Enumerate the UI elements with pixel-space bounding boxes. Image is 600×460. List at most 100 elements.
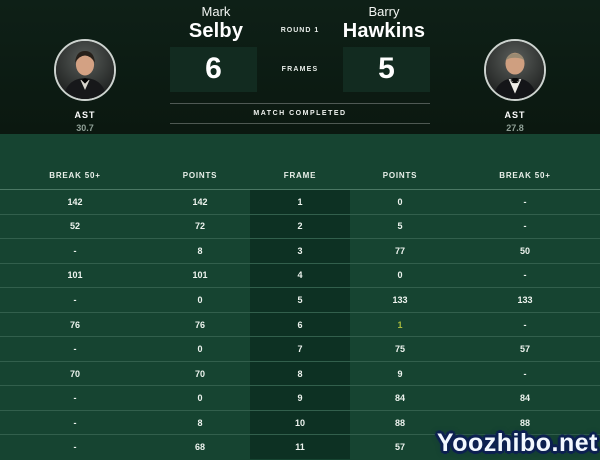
points-left-cell: 70 xyxy=(194,368,205,379)
column-header-frame: FRAME xyxy=(283,171,317,180)
break-right-cell: - xyxy=(523,196,527,207)
person-icon xyxy=(56,41,114,99)
break-left-cell: - xyxy=(73,245,77,256)
points-right-cell: 77 xyxy=(394,245,405,256)
points-right-cell: 57 xyxy=(394,442,405,453)
break-left-cell: - xyxy=(73,294,77,305)
frame-number-cell: 7 xyxy=(250,337,350,361)
table-row: 101 101 4 0 - xyxy=(0,263,600,289)
table-header-row: BREAK 50+ POINTS FRAME POINTS BREAK 50+ xyxy=(0,134,600,190)
points-right-cell: 88 xyxy=(394,417,405,428)
player-left-panel: AST 30.7 xyxy=(0,0,170,134)
break-right-cell: - xyxy=(523,319,527,330)
player-right-avatar xyxy=(484,39,546,101)
break-right-cell: 84 xyxy=(519,393,530,404)
points-left-cell: 8 xyxy=(197,417,203,428)
table-row: 76 76 6 1 - xyxy=(0,312,600,338)
points-right-cell: 9 xyxy=(397,368,403,379)
player-left-avatar xyxy=(54,39,116,101)
player-left-first-name: Mark xyxy=(201,4,231,19)
frame-number-cell: 1 xyxy=(250,190,350,214)
break-right-cell: - xyxy=(523,221,527,232)
player-left-ast-label: AST xyxy=(74,110,96,120)
points-right-cell: 75 xyxy=(394,344,405,355)
break-right-cell: 88 xyxy=(519,417,530,428)
points-left-cell: 0 xyxy=(197,294,203,305)
player-right-last-name: Hawkins xyxy=(342,19,426,42)
frame-scores-table: BREAK 50+ POINTS FRAME POINTS BREAK 50+ … xyxy=(0,134,600,460)
scoreboard-header: AST 30.7 Mark Selby ROUND 1 Barry Hawkin… xyxy=(0,0,600,134)
points-left-cell: 68 xyxy=(194,442,205,453)
frames-label: FRAMES xyxy=(281,65,319,73)
column-header-break-right: BREAK 50+ xyxy=(499,171,551,180)
match-status-block: MATCH COMPLETED xyxy=(170,102,430,124)
break-left-cell: - xyxy=(73,393,77,404)
player-right-panel: AST 27.8 xyxy=(430,0,600,134)
points-right-cell: 1 xyxy=(397,319,403,330)
break-left-cell: 70 xyxy=(69,368,80,379)
divider-line xyxy=(170,122,430,124)
break-right-cell: 50 xyxy=(519,245,530,256)
break-left-cell: 76 xyxy=(69,319,80,330)
points-left-cell: 0 xyxy=(197,393,203,404)
player-left-ast-value: 30.7 xyxy=(76,123,94,133)
scoreboard-center: Mark Selby ROUND 1 Barry Hawkins 6 FRAME… xyxy=(170,0,430,134)
break-left-cell: 52 xyxy=(69,221,80,232)
break-left-cell: - xyxy=(73,344,77,355)
player-right-frame-score: 5 xyxy=(342,46,430,92)
points-right-cell: 133 xyxy=(392,294,408,305)
column-header-points-left: POINTS xyxy=(182,171,218,180)
points-left-cell: 72 xyxy=(194,221,205,232)
break-right-cell: 133 xyxy=(517,294,533,305)
points-left-cell: 101 xyxy=(192,270,208,281)
table-row: - 0 9 84 84 xyxy=(0,386,600,411)
break-right-cell: - xyxy=(523,270,527,281)
player-right-name: Barry Hawkins xyxy=(338,4,430,43)
round-label: ROUND 1 xyxy=(280,27,320,35)
player-left-name: Mark Selby xyxy=(170,4,262,43)
table-row: - 8 10 88 88 xyxy=(0,410,600,436)
table-row: 70 70 8 9 - xyxy=(0,361,600,387)
table-body: 142 142 1 0 - 52 72 2 5 - - 8 3 77 50 10… xyxy=(0,190,600,460)
frames-score-row: 6 FRAMES 5 xyxy=(170,46,430,92)
frame-number-cell: 8 xyxy=(250,361,350,386)
match-status-text: MATCH COMPLETED xyxy=(253,109,347,117)
player-left-last-name: Selby xyxy=(188,19,244,42)
break-right-cell: 57 xyxy=(519,344,530,355)
column-header-break-left: BREAK 50+ xyxy=(49,171,101,180)
table-row: 142 142 1 0 - xyxy=(0,190,600,215)
player-left-frame-score: 6 xyxy=(170,46,257,92)
frame-number-cell: 9 xyxy=(250,386,350,410)
frame-number-cell: 11 xyxy=(250,435,350,460)
points-right-cell: 0 xyxy=(397,196,403,207)
points-right-cell: 5 xyxy=(397,221,403,232)
points-right-cell: 84 xyxy=(394,393,405,404)
divider-line xyxy=(170,102,430,104)
break-right-cell: - xyxy=(523,442,527,453)
table-row: - 68 11 57 - xyxy=(0,435,600,460)
player-right-ast-value: 27.8 xyxy=(506,123,524,133)
break-left-cell: 101 xyxy=(67,270,83,281)
frame-number-cell: 3 xyxy=(250,239,350,263)
points-left-cell: 8 xyxy=(197,245,203,256)
points-left-cell: 142 xyxy=(192,196,208,207)
table-row: - 0 5 133 133 xyxy=(0,288,600,313)
column-header-points-right: POINTS xyxy=(382,171,418,180)
break-right-cell: - xyxy=(523,368,527,379)
player-right-first-name: Barry xyxy=(368,4,400,19)
break-left-cell: - xyxy=(73,442,77,453)
player-names-row: Mark Selby ROUND 1 Barry Hawkins xyxy=(170,4,430,43)
player-right-ast-label: AST xyxy=(504,110,526,120)
points-right-cell: 0 xyxy=(397,270,403,281)
table-row: - 0 7 75 57 xyxy=(0,337,600,362)
frame-number-cell: 10 xyxy=(250,410,350,435)
frame-number-cell: 4 xyxy=(250,263,350,288)
table-row: 52 72 2 5 - xyxy=(0,214,600,240)
frame-number-cell: 2 xyxy=(250,214,350,239)
frame-number-cell: 5 xyxy=(250,288,350,312)
points-left-cell: 0 xyxy=(197,344,203,355)
person-icon xyxy=(486,41,544,99)
break-left-cell: - xyxy=(73,417,77,428)
frame-number-cell: 6 xyxy=(250,312,350,337)
